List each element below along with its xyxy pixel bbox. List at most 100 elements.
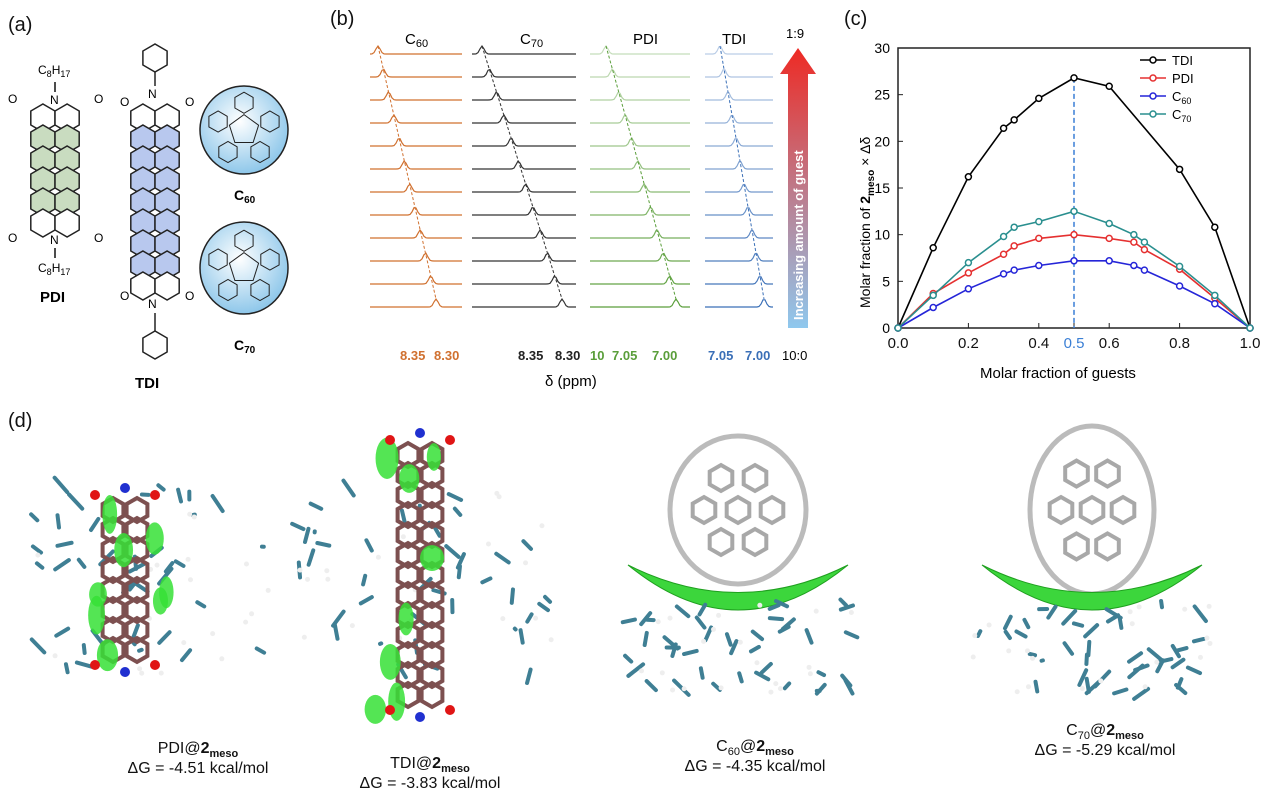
guest-ring	[100, 515, 126, 545]
data-point	[1010, 242, 1018, 250]
x-tick-label: 0.4	[1028, 335, 1049, 352]
hydrogen-atom	[807, 671, 813, 677]
spectrum-trace	[369, 44, 462, 55]
nci-surface	[114, 533, 134, 568]
host-bond	[173, 559, 186, 568]
guest-ring	[395, 480, 421, 510]
spectrum-trace	[590, 206, 690, 216]
spectrum-trace	[370, 113, 462, 124]
data-point	[929, 243, 937, 252]
host-bond	[525, 667, 533, 685]
hydrogen-atom	[1154, 659, 1160, 665]
arrow-text: Increasing amount of guest	[791, 150, 806, 320]
host-bond	[195, 600, 207, 609]
host-bond	[749, 644, 761, 654]
panel-c-job-plot: 0 5 10 15 20 25 30 0.0 0.2 0.4 0.5 0.6 0.8 1.0 TDI PDI C…	[857, 40, 1260, 382]
hydrogen-atom	[249, 611, 255, 617]
data-point	[1070, 207, 1078, 216]
host-bond	[480, 576, 493, 585]
increase-arrow	[780, 48, 816, 328]
nci-surface	[145, 522, 164, 555]
spectrum-trace	[472, 228, 576, 239]
hydrogen-atom	[181, 640, 187, 646]
host-bond	[672, 678, 691, 697]
hydrogen-atom	[188, 577, 194, 583]
hydrogen-atom	[325, 576, 331, 582]
hydrogen-atom	[1182, 606, 1188, 612]
guest-ring	[395, 640, 421, 670]
host-bond	[537, 601, 550, 613]
cage-hexagon	[250, 140, 270, 164]
tdi-o4: O	[185, 289, 194, 303]
host-bond	[682, 648, 699, 657]
spectrum-trace	[705, 46, 773, 55]
data-point	[1130, 261, 1138, 270]
guest-ring	[124, 615, 150, 645]
hydrogen-atom	[639, 668, 645, 674]
host-bond	[1014, 629, 1028, 639]
data-point	[1211, 299, 1219, 308]
host-bond	[55, 513, 62, 530]
host-bond	[1132, 686, 1151, 701]
y-tick-label: 0	[882, 320, 890, 336]
host-bond	[358, 595, 374, 606]
host-bond	[432, 525, 442, 538]
pdi-n-bottom: N	[50, 233, 59, 247]
data-point	[1175, 262, 1184, 271]
nci-surface	[364, 694, 387, 724]
ratio-top: 1:9	[786, 26, 804, 41]
host-bond	[1117, 616, 1124, 630]
nitrogen-atom	[120, 667, 130, 677]
x-tick-label: 0.5	[1064, 335, 1085, 352]
data-point	[999, 124, 1008, 133]
panel-label-d: (d)	[8, 410, 33, 432]
guest-ring	[395, 560, 421, 590]
host-bond	[494, 551, 511, 565]
host-bond	[131, 640, 137, 647]
hydrogen-atom	[548, 637, 554, 643]
host-bond	[620, 617, 637, 625]
model-tdi-complex	[290, 428, 554, 724]
spectrum-trace	[370, 91, 462, 101]
fullerene-ring	[1047, 494, 1075, 526]
host-bond	[674, 604, 691, 619]
hydrogen-atom	[813, 608, 819, 614]
hydrogen-atom	[806, 664, 812, 670]
nci-surface	[419, 545, 445, 571]
host-bond	[364, 538, 374, 553]
hydrogen-atom	[848, 609, 854, 615]
data-point	[1035, 261, 1043, 270]
legend-label: C70	[1172, 107, 1191, 124]
peak-shift-guide	[719, 45, 765, 300]
host-bond	[509, 587, 515, 605]
host-bond	[163, 561, 175, 574]
hydrogen-atom	[154, 562, 160, 568]
cage-hexagon	[218, 278, 238, 302]
host-bond	[446, 492, 464, 502]
host-bond	[1185, 665, 1203, 676]
nci-surface	[388, 682, 406, 721]
c70-name: C70	[234, 337, 256, 356]
host-bond	[456, 564, 462, 580]
y-tick-label: 10	[874, 227, 890, 243]
tdi-n-bottom: N	[148, 297, 157, 311]
complex-label-pdi: PDI@2meso ΔG = -4.51 kcal/mol	[127, 740, 269, 778]
host-bond	[399, 508, 408, 527]
spectra-title-c70: C70	[520, 31, 543, 50]
tdi-ring	[130, 271, 156, 301]
panel-label-a: (a)	[8, 14, 33, 36]
data-point	[999, 250, 1008, 259]
spectra-axis-label: δ (ppm)	[545, 373, 597, 390]
tdi-aryl-bottom	[142, 330, 168, 360]
host-bond	[29, 512, 40, 523]
cage-hexagon	[260, 110, 280, 133]
legend-marker	[1149, 110, 1157, 118]
host-bond	[1104, 607, 1123, 620]
host-bond	[1159, 598, 1164, 610]
tick-c60-2: 8.30	[434, 348, 459, 363]
pdi-o3: O	[8, 231, 17, 245]
c60-name: C60	[234, 187, 256, 206]
data-point	[999, 232, 1008, 241]
host-bond	[81, 643, 87, 655]
data-point	[1105, 234, 1113, 243]
